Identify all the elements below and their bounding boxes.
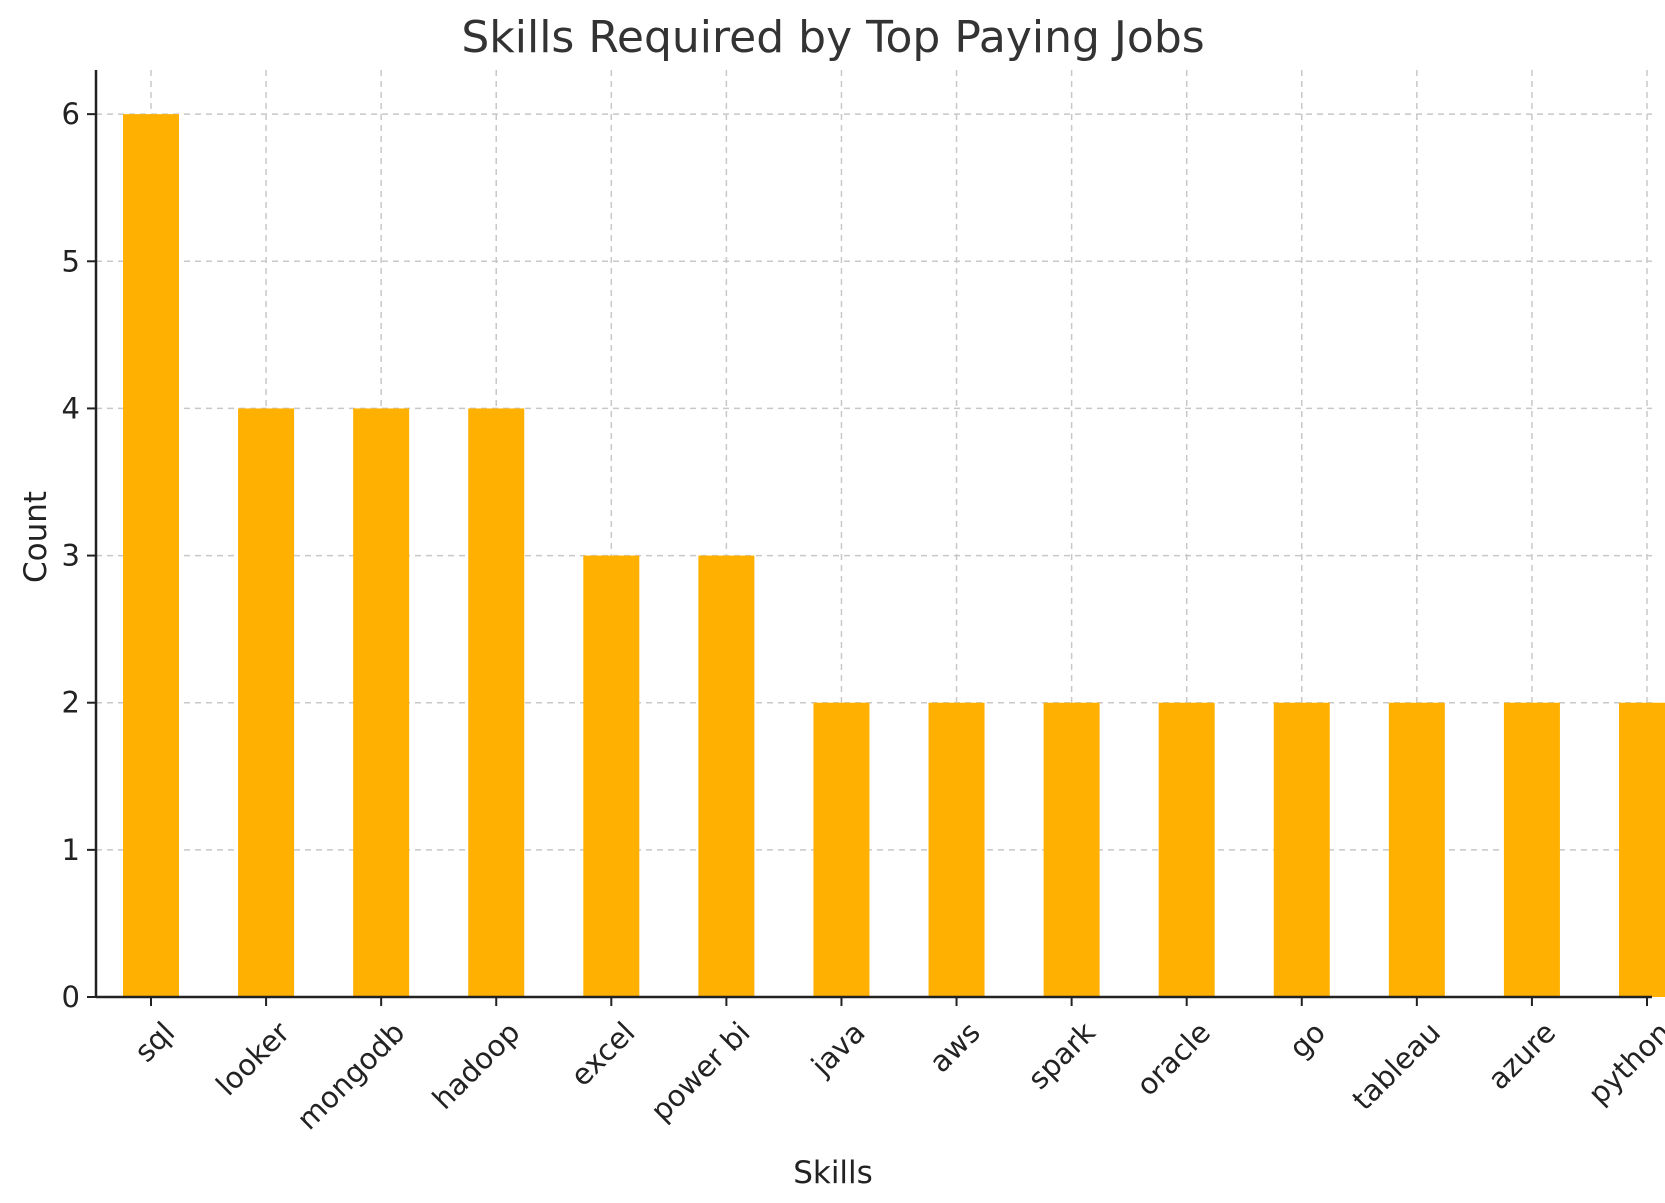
x-tick-label: mongodb: [290, 1015, 411, 1136]
bar-power-bi: [698, 555, 755, 997]
x-tick-label: sql: [128, 1015, 181, 1068]
bar-go: [1273, 702, 1330, 997]
bar-mongodb: [353, 408, 410, 997]
bar-looker: [238, 408, 295, 997]
chart-title: Skills Required by Top Paying Jobs: [461, 12, 1204, 63]
axes: [94, 70, 1652, 999]
y-tick-label: 3: [62, 539, 80, 573]
x-tick-label: tableau: [1346, 1015, 1448, 1117]
x-tick-label: excel: [564, 1015, 642, 1093]
x-tick-label: java: [804, 1015, 872, 1083]
x-tick-label: power bi: [644, 1015, 757, 1128]
y-ticks: 0 1 2 3 4 5 6: [62, 97, 96, 1014]
bar-python: [1619, 702, 1665, 997]
bars: [123, 114, 1665, 997]
x-tick-label: oracle: [1130, 1015, 1217, 1102]
bar-aws: [928, 702, 985, 997]
x-tick-label: go: [1282, 1015, 1332, 1065]
bar-java: [813, 702, 870, 997]
y-tick-label: 1: [62, 833, 80, 867]
x-tick-label: aws: [923, 1015, 987, 1079]
bar-sql: [123, 114, 179, 997]
bar-spark: [1043, 702, 1100, 997]
y-tick-label: 0: [62, 980, 80, 1014]
y-tick-label: 4: [62, 391, 80, 425]
x-tick-label: looker: [209, 1015, 296, 1102]
x-tick-label: azure: [1481, 1015, 1562, 1096]
bar-tableau: [1388, 702, 1445, 997]
y-axis-label: Count: [18, 491, 54, 583]
x-axis-label: Skills: [793, 1155, 873, 1191]
x-tick-label: hadoop: [426, 1015, 527, 1116]
bar-hadoop: [468, 408, 525, 997]
bar-azure: [1503, 702, 1560, 997]
y-tick-label: 2: [62, 686, 80, 720]
x-tick-label: spark: [1021, 1015, 1102, 1096]
bar-oracle: [1158, 702, 1215, 997]
x-tick-label: python: [1581, 1015, 1665, 1111]
y-tick-label: 6: [62, 97, 80, 131]
y-tick-label: 5: [62, 244, 80, 278]
bar-excel: [583, 555, 640, 997]
